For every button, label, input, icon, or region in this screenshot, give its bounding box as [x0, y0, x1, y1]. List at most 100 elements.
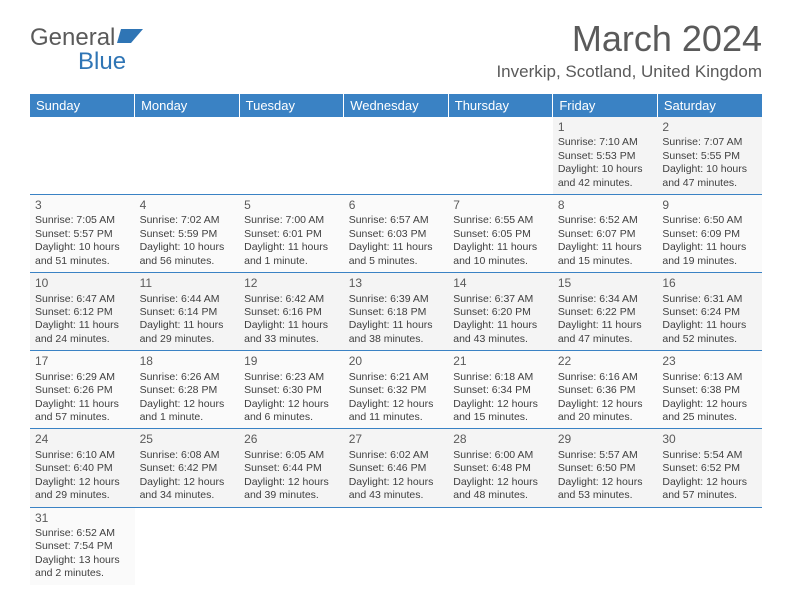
day-cell: 11Sunrise: 6:44 AMSunset: 6:14 PMDayligh… [135, 273, 240, 351]
sunrise-line: Sunrise: 6:10 AM [35, 449, 130, 462]
day-number: 29 [558, 432, 653, 447]
daylight-line: Daylight: 11 hours and 43 minutes. [453, 319, 548, 346]
day-header: Wednesday [344, 94, 449, 117]
sunrise-line: Sunrise: 7:00 AM [244, 214, 339, 227]
day-cell: 17Sunrise: 6:29 AMSunset: 6:26 PMDayligh… [30, 351, 135, 429]
sunset-line: Sunset: 6:44 PM [244, 462, 339, 475]
daylight-line: Daylight: 10 hours and 47 minutes. [662, 163, 757, 190]
flag-icon [117, 27, 145, 50]
sunrise-line: Sunrise: 6:47 AM [35, 293, 130, 306]
sunset-line: Sunset: 6:42 PM [140, 462, 235, 475]
sunrise-line: Sunrise: 6:44 AM [140, 293, 235, 306]
day-cell: 18Sunrise: 6:26 AMSunset: 6:28 PMDayligh… [135, 351, 240, 429]
daylight-line: Daylight: 12 hours and 53 minutes. [558, 476, 653, 503]
day-number: 2 [662, 120, 757, 135]
daylight-line: Daylight: 12 hours and 43 minutes. [349, 476, 444, 503]
day-cell: 4Sunrise: 7:02 AMSunset: 5:59 PMDaylight… [135, 195, 240, 273]
daylight-line: Daylight: 11 hours and 52 minutes. [662, 319, 757, 346]
day-number: 19 [244, 354, 339, 369]
day-number: 17 [35, 354, 130, 369]
day-number: 22 [558, 354, 653, 369]
day-number: 20 [349, 354, 444, 369]
sunrise-line: Sunrise: 6:34 AM [558, 293, 653, 306]
sunrise-line: Sunrise: 6:02 AM [349, 449, 444, 462]
day-header: Saturday [657, 94, 762, 117]
sunset-line: Sunset: 6:07 PM [558, 228, 653, 241]
day-header: Monday [135, 94, 240, 117]
daylight-line: Daylight: 11 hours and 5 minutes. [349, 241, 444, 268]
day-number: 9 [662, 198, 757, 213]
day-number: 18 [140, 354, 235, 369]
day-cell: 13Sunrise: 6:39 AMSunset: 6:18 PMDayligh… [344, 273, 449, 351]
sunrise-line: Sunrise: 6:42 AM [244, 293, 339, 306]
day-header: Friday [553, 94, 658, 117]
sunset-line: Sunset: 6:22 PM [558, 306, 653, 319]
sunset-line: Sunset: 6:01 PM [244, 228, 339, 241]
sunset-line: Sunset: 6:32 PM [349, 384, 444, 397]
day-cell: 3Sunrise: 7:05 AMSunset: 5:57 PMDaylight… [30, 195, 135, 273]
sunrise-line: Sunrise: 6:21 AM [349, 371, 444, 384]
day-number: 30 [662, 432, 757, 447]
day-number: 5 [244, 198, 339, 213]
day-cell [344, 117, 449, 195]
day-number: 12 [244, 276, 339, 291]
day-cell: 28Sunrise: 6:00 AMSunset: 6:48 PMDayligh… [448, 429, 553, 507]
day-cell: 20 Sunrise: 6:21 AMSunset: 6:32 PMDayligh… [344, 351, 449, 429]
daylight-line: Daylight: 10 hours and 42 minutes. [558, 163, 653, 190]
sunrise-line: Sunrise: 6:00 AM [453, 449, 548, 462]
daylight-line: Daylight: 12 hours and 39 minutes. [244, 476, 339, 503]
day-cell: 12Sunrise: 6:42 AMSunset: 6:16 PMDayligh… [239, 273, 344, 351]
daylight-line: Daylight: 11 hours and 57 minutes. [35, 398, 130, 425]
sunrise-line: Sunrise: 6:52 AM [558, 214, 653, 227]
day-number: 10 [35, 276, 130, 291]
day-number: 21 [453, 354, 548, 369]
day-cell: 1Sunrise: 7:10 AMSunset: 5:53 PMDaylight… [553, 117, 658, 195]
sunrise-line: Sunrise: 7:10 AM [558, 136, 653, 149]
week-row: 10Sunrise: 6:47 AMSunset: 6:12 PMDayligh… [30, 273, 762, 351]
day-cell: 16Sunrise: 6:31 AMSunset: 6:24 PMDayligh… [657, 273, 762, 351]
day-cell [135, 117, 240, 195]
day-cell: 19Sunrise: 6:23 AMSunset: 6:30 PMDayligh… [239, 351, 344, 429]
daylight-line: Daylight: 11 hours and 15 minutes. [558, 241, 653, 268]
daylight-line: Daylight: 12 hours and 11 minutes. [349, 398, 444, 425]
logo-text-blue-wrap: Blue [78, 48, 126, 76]
daylight-line: Daylight: 12 hours and 6 minutes. [244, 398, 339, 425]
day-number: 28 [453, 432, 548, 447]
daylight-line: Daylight: 12 hours and 48 minutes. [453, 476, 548, 503]
day-cell [135, 507, 240, 585]
day-header: Sunday [30, 94, 135, 117]
day-number: 7 [453, 198, 548, 213]
sunset-line: Sunset: 6:14 PM [140, 306, 235, 319]
day-number: 8 [558, 198, 653, 213]
daylight-line: Daylight: 12 hours and 29 minutes. [35, 476, 130, 503]
day-cell: 10Sunrise: 6:47 AMSunset: 6:12 PMDayligh… [30, 273, 135, 351]
sunset-line: Sunset: 6:24 PM [662, 306, 757, 319]
day-cell: 7Sunrise: 6:55 AMSunset: 6:05 PMDaylight… [448, 195, 553, 273]
week-row: 17Sunrise: 6:29 AMSunset: 6:26 PMDayligh… [30, 351, 762, 429]
day-cell: 15Sunrise: 6:34 AMSunset: 6:22 PMDayligh… [553, 273, 658, 351]
day-cell: 23Sunrise: 6:13 AMSunset: 6:38 PMDayligh… [657, 351, 762, 429]
sunrise-line: Sunrise: 6:18 AM [453, 371, 548, 384]
day-cell: 14Sunrise: 6:37 AMSunset: 6:20 PMDayligh… [448, 273, 553, 351]
sunset-line: Sunset: 6:16 PM [244, 306, 339, 319]
daylight-line: Daylight: 10 hours and 51 minutes. [35, 241, 130, 268]
day-cell: 5Sunrise: 7:00 AMSunset: 6:01 PMDaylight… [239, 195, 344, 273]
week-row: 24Sunrise: 6:10 AMSunset: 6:40 PMDayligh… [30, 429, 762, 507]
daylight-line: Daylight: 12 hours and 34 minutes. [140, 476, 235, 503]
daylight-line: Daylight: 12 hours and 20 minutes. [558, 398, 653, 425]
day-number: 24 [35, 432, 130, 447]
day-number: 16 [662, 276, 757, 291]
week-row: 31Sunrise: 6:52 AMSunset: 7:54 PMDayligh… [30, 507, 762, 585]
sunrise-line: Sunrise: 6:50 AM [662, 214, 757, 227]
day-cell: 29Sunrise: 5:57 AMSunset: 6:50 PMDayligh… [553, 429, 658, 507]
week-row: 3Sunrise: 7:05 AMSunset: 5:57 PMDaylight… [30, 195, 762, 273]
daylight-line: Daylight: 12 hours and 25 minutes. [662, 398, 757, 425]
sunrise-line: Sunrise: 6:52 AM [35, 527, 130, 540]
sunrise-line: Sunrise: 6:55 AM [453, 214, 548, 227]
day-cell: 30Sunrise: 5:54 AMSunset: 6:52 PMDayligh… [657, 429, 762, 507]
daylight-line: Daylight: 13 hours and 2 minutes. [35, 554, 130, 581]
sunrise-line: Sunrise: 6:57 AM [349, 214, 444, 227]
sunrise-line: Sunrise: 6:16 AM [558, 371, 653, 384]
day-cell [344, 507, 449, 585]
day-cell [448, 117, 553, 195]
